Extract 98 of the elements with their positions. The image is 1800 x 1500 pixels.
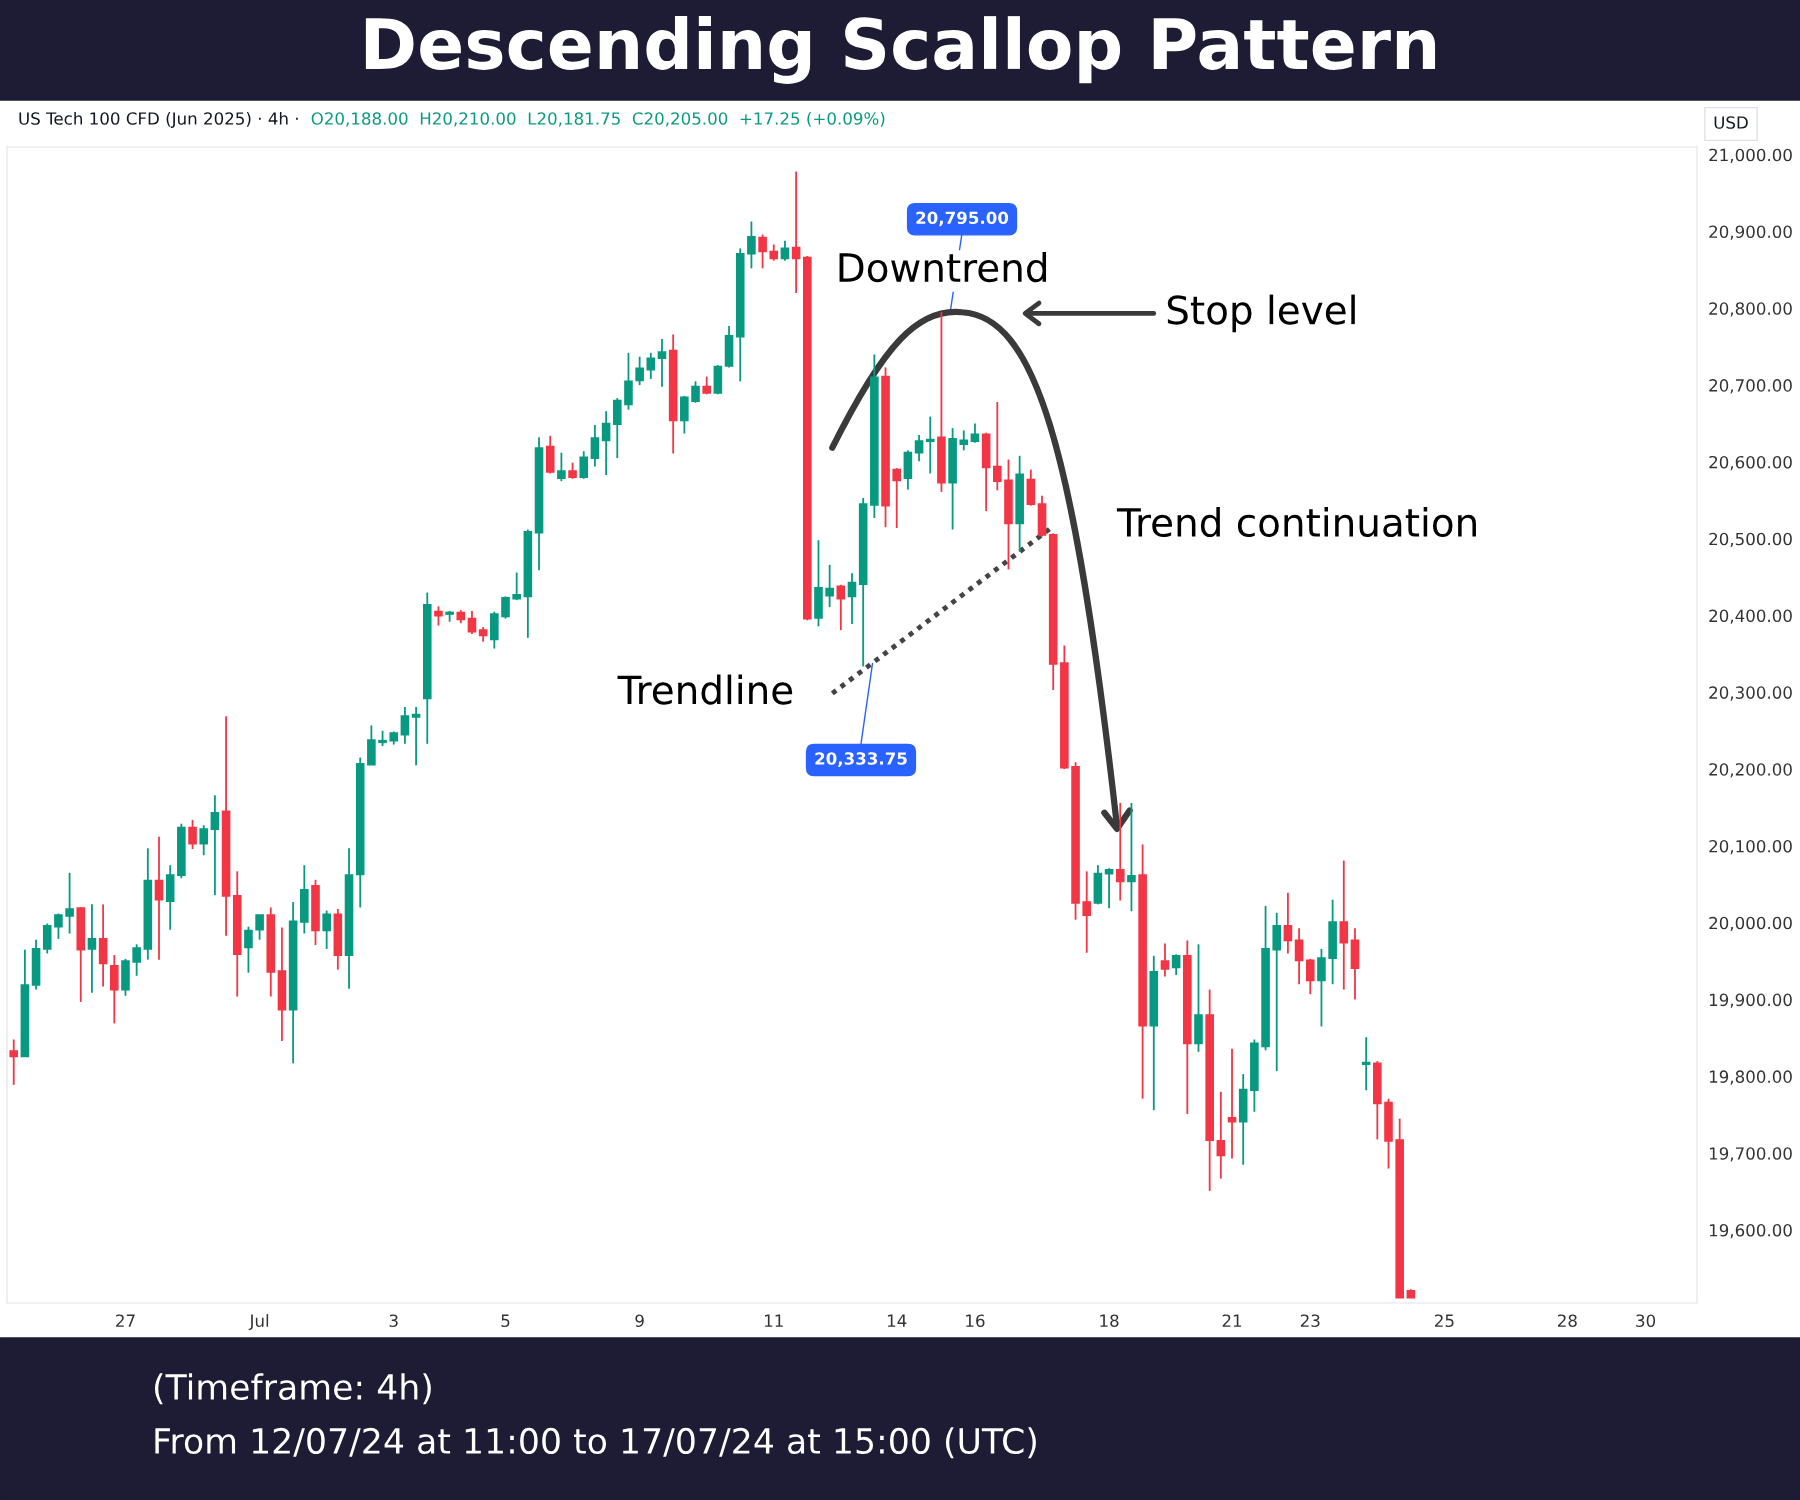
candlestick: [747, 220, 756, 270]
candlestick: [612, 397, 622, 459]
candlestick: [1171, 953, 1181, 976]
text: (Timeframe: 4h): [154, 1373, 431, 1405]
candlestick: [244, 925, 253, 974]
y-tick-label: 19,600.00: [1709, 1223, 1792, 1239]
x-tick-label: 30: [1636, 1314, 1656, 1328]
y-tick-label: 20,500.00: [1709, 532, 1792, 547]
candlestick: [110, 954, 119, 1025]
candlestick: [1082, 870, 1092, 954]
candlestick: [9, 1038, 19, 1086]
y-tick-label: 21,000.00: [1709, 148, 1792, 163]
x-tick-label: 28: [1557, 1314, 1577, 1328]
candlestick: [1115, 802, 1125, 902]
x-tick-label: 23: [1300, 1314, 1320, 1328]
x-tick-label: 27: [116, 1314, 135, 1327]
x-tick-label: 16: [966, 1314, 985, 1328]
candlestick: [54, 912, 63, 940]
x-tick-label: 9: [635, 1314, 644, 1328]
candlestick: [959, 429, 969, 452]
candlestick: [624, 351, 633, 411]
candlestick: [1361, 1036, 1371, 1092]
candlestick: [993, 401, 1002, 492]
candlestick: [188, 818, 197, 850]
candlestick: [680, 394, 689, 435]
candlestick: [914, 434, 924, 463]
candlestick: [199, 824, 209, 857]
candlestick: [1227, 1047, 1237, 1160]
annotation: 20,795.00: [916, 211, 1009, 227]
text: From 12/07/24 at 11:00 to 17/07/24 at 15:00 (UTC): [155, 1427, 1036, 1459]
candlestick: [691, 380, 700, 404]
candlestick: [154, 835, 164, 961]
y-tick-label: 20,300.00: [1709, 686, 1792, 701]
y-tick-label: 20,600.00: [1709, 455, 1792, 471]
text: USD: [1714, 116, 1748, 129]
candlestick: [411, 706, 421, 767]
y-tick-label: 19,700.00: [1709, 1147, 1792, 1162]
candlestick: [601, 410, 611, 476]
candlestick: [210, 794, 220, 897]
y-tick-label: 20,200.00: [1709, 763, 1792, 778]
chart-subtitle: US Tech 100 CFD (Jun 2025) · 4h ·: [19, 111, 298, 128]
x-tick-label: 3: [389, 1314, 398, 1328]
candlestick: [467, 610, 477, 635]
candlestick: [42, 922, 52, 955]
candlestick: [1160, 942, 1170, 978]
y-tick-label: 20,700.00: [1709, 379, 1792, 394]
candlestick: [925, 415, 935, 475]
annotation: 20,333.75: [815, 752, 907, 767]
y-tick-label: 20,400.00: [1709, 609, 1792, 624]
candlestick: [1339, 859, 1349, 991]
y-tick-label: 19,800.00: [1709, 1070, 1792, 1085]
y-tick-label: 20,100.00: [1709, 839, 1792, 855]
candlestick: [400, 706, 410, 745]
annotation: Trendline: [617, 674, 793, 705]
candlestick: [132, 943, 141, 977]
x-tick-label: 5: [501, 1314, 510, 1328]
candlestick: [758, 233, 767, 270]
candlestick: [1305, 957, 1315, 996]
y-tick-label: 20,900.00: [1709, 225, 1792, 240]
candlestick: [590, 424, 600, 468]
annotation: Trend continuation: [1116, 506, 1476, 538]
candlestick: [791, 170, 801, 294]
candlestick: [1283, 891, 1293, 955]
y-tick-label: 20,000.00: [1709, 916, 1792, 932]
candlestick: [1317, 947, 1326, 1028]
candlestick: [847, 572, 857, 625]
candlestick: [557, 451, 566, 483]
candlestick: [512, 571, 521, 602]
candlestick: [780, 239, 790, 262]
candlestick: [1127, 802, 1136, 913]
candlestick: [1272, 911, 1282, 1072]
candlestick: [825, 563, 834, 609]
candlestick: [1216, 1090, 1226, 1180]
x-tick-label: 14: [887, 1314, 907, 1327]
candlestick: [501, 595, 510, 620]
candlestick: [892, 467, 902, 529]
candlestick: [970, 422, 980, 444]
candlestick: [1294, 927, 1304, 986]
annotation: Stop level: [1167, 294, 1355, 333]
candlestick: [646, 351, 656, 380]
x-tick-label: 18: [1100, 1314, 1119, 1328]
candlestick: [65, 871, 74, 935]
x-tick-label: 11: [764, 1314, 783, 1327]
candlestick: [322, 909, 331, 950]
text: O20,188.00 H20,210.00 L20,181.75 C20,205.00 +17.25 (+0.09%): [311, 111, 885, 127]
candlestick: [87, 903, 97, 994]
x-tick-label: Jul: [248, 1314, 269, 1331]
candlestick: [635, 355, 644, 387]
x-tick-label: 25: [1435, 1314, 1454, 1328]
candlestick: [579, 450, 589, 480]
chart-title: Descending Scallop Pattern: [365, 16, 1436, 84]
candlestick: [255, 914, 264, 941]
y-tick-label: 19,900.00: [1709, 993, 1792, 1008]
candlestick: [434, 605, 443, 627]
annotation: Downtrend: [839, 252, 1047, 283]
x-tick-label: 21: [1222, 1314, 1242, 1327]
candlestick: [657, 338, 667, 388]
y-tick-label: 20,800.00: [1709, 302, 1792, 317]
